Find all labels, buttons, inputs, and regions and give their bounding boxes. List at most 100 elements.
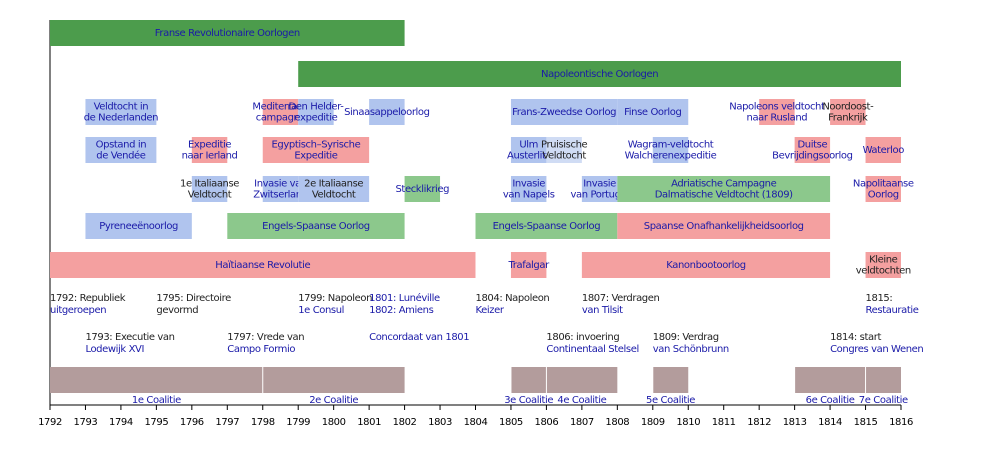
coalition-label: 3e Coalitie (504, 395, 553, 406)
label-line: Walcherenexpeditie (625, 151, 717, 162)
label-line: Ulm (519, 140, 538, 151)
label-line: Engels-Spaanse Oorlog (262, 221, 370, 232)
label-line: Finse Oorlog (624, 107, 681, 118)
label-line: Engels-Spaanse Oorlog (493, 221, 601, 232)
bar (865, 252, 901, 278)
label-line: campagne (256, 113, 306, 124)
bar (865, 176, 901, 202)
bar (262, 99, 299, 125)
bar-label: Waterloo (863, 145, 905, 156)
bar (475, 213, 618, 239)
bar-label: Wagram-veldtocht Walcherenexpeditie (625, 140, 717, 162)
bar-label: Duitse Bevrijdingsoorlog (772, 140, 852, 162)
bar-label: Kanonbootoorlog (666, 260, 745, 271)
coalition-bar (794, 367, 866, 393)
x-tick-label: 1797 (215, 417, 239, 428)
bar-label: Kleine veldtochten (856, 255, 911, 277)
label-line: Adriatische Campagne (671, 179, 777, 190)
x-tick-label: 1794 (109, 417, 133, 428)
bar-label: Egyptisch–Syrische Expeditie (272, 140, 361, 162)
event-label: 1802: Amiens (369, 305, 433, 316)
x-tick-label: 1799 (286, 417, 310, 428)
label-line: Napolitaanse (853, 179, 914, 190)
label-line: Duitse (798, 140, 828, 151)
bar-label: Spaanse Onafhankelijkheidsoorlog (644, 221, 804, 232)
x-tick-label: 1807 (570, 417, 594, 428)
label-line: Dalmatische Veldtocht (1809) (655, 190, 793, 201)
coalition-bar (50, 367, 263, 393)
label-line: Veldtocht in (94, 102, 149, 113)
bar-label: Noordoost-Frankrijk (822, 102, 874, 124)
bar-label: Den Helder-expeditie (288, 102, 344, 124)
label-line: naar Rusland (747, 113, 808, 124)
bar (369, 99, 405, 125)
bar-label: Opstand in de Vendée (96, 140, 147, 162)
bar (262, 137, 370, 163)
x-tick-label: 1809 (641, 417, 665, 428)
label-line: Napoleons veldtocht (729, 102, 825, 113)
event-label: Lodewijk XVI (85, 344, 144, 355)
event-label: Concordaat van 1801 (369, 332, 469, 343)
bar (50, 252, 476, 278)
bar (581, 252, 831, 278)
bar-label: Stecklikrieg (395, 184, 449, 195)
bar (298, 61, 901, 87)
event-label: 1799: Napoleon (298, 293, 372, 304)
bar (830, 99, 866, 125)
coalition-label: 2e Coalitie (309, 395, 358, 406)
label-line: Invasie (512, 179, 545, 190)
label-line: Sinaasappeloorlog (344, 107, 430, 118)
bar-label: Invasie van Napels (503, 179, 555, 201)
bar (794, 137, 831, 163)
bar (227, 213, 405, 239)
label-line: Wagram-veldtocht (628, 140, 714, 151)
x-tick-label: 1792 (38, 417, 62, 428)
x-tick-label: 1810 (676, 417, 700, 428)
event-label: van Tilsit (582, 305, 623, 316)
bar-label: Mediterrane campagne (252, 102, 308, 124)
label-line: van Portugal (571, 190, 629, 201)
x-tick-label: 1801 (357, 417, 381, 428)
label-line: Stecklikrieg (395, 184, 449, 195)
label-line: Pruisische (541, 140, 588, 151)
bar-label: Engels-Spaanse Oorlog (262, 221, 370, 232)
label-line: Expeditie (294, 151, 337, 162)
event-label: 1801: Lunéville (369, 292, 440, 304)
bar-label: Finse Oorlog (624, 107, 681, 118)
bar (85, 99, 157, 125)
x-tick-label: 1796 (180, 417, 204, 428)
label-line: de Nederlanden (84, 113, 158, 124)
coalition-bar (510, 367, 547, 393)
x-tick-label: 1800 (322, 417, 346, 428)
event-label: 1815: (866, 293, 893, 304)
bar (298, 99, 334, 125)
label-line: Mediterrane (252, 102, 308, 113)
x-tick-label: 1795 (144, 417, 168, 428)
bar-label: Frans-Zweedse Oorlog (512, 107, 616, 118)
label-line: Napoleontische Oorlogen (541, 69, 658, 80)
x-tick-label: 1815 (854, 417, 878, 428)
coalition-bar (546, 367, 618, 393)
bar (652, 137, 689, 163)
label-line: Veldtocht (188, 190, 232, 201)
bar (510, 99, 618, 125)
bar (191, 176, 228, 202)
event-label: uitgeroepen (50, 305, 106, 316)
x-tick-label: 1806 (534, 417, 558, 428)
bar (510, 252, 547, 278)
label-line: Invasie van (254, 179, 307, 190)
label-line: Veldtocht (312, 190, 356, 201)
bar-label: 2e Italiaanse Veldtocht (304, 179, 363, 201)
bar (85, 137, 157, 163)
bar-label: Expeditie naar Ierland (182, 140, 238, 162)
label-line: Bevrijdingsoorlog (772, 151, 852, 162)
bar-label: Franse Revolutionaire Oorlogen (155, 28, 300, 39)
bar-label: Invasie van Portugal (571, 179, 629, 201)
x-tick-label: 1811 (712, 417, 736, 428)
label-line: expeditie (295, 113, 338, 124)
label-line: Pyreneeënoorlog (99, 221, 178, 232)
bar (404, 176, 441, 202)
bar (759, 99, 795, 125)
bar (85, 213, 192, 239)
x-tick-label: 1812 (747, 417, 771, 428)
